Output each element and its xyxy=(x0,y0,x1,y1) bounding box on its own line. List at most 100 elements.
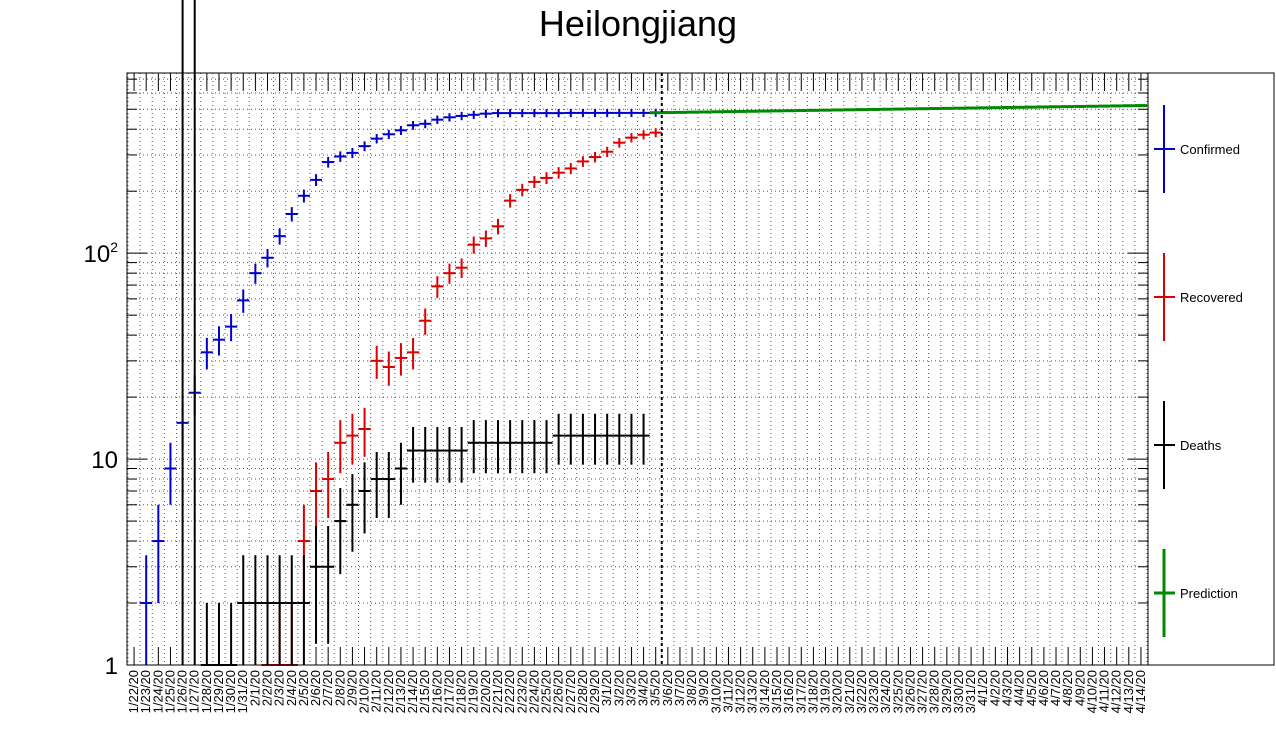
x-tick-label: 2/12/20 xyxy=(381,670,396,713)
x-tick-label: 2/23/20 xyxy=(514,670,529,713)
x-tick-label: 1/22/20 xyxy=(126,670,141,713)
x-tick-label: 4/9/20 xyxy=(1072,670,1087,706)
x-tick-label: 2/15/20 xyxy=(417,670,432,713)
x-tick-label: 2/1/20 xyxy=(247,670,262,706)
y-tick-label: 1 xyxy=(105,653,118,680)
x-tick-label: 2/17/20 xyxy=(441,670,456,713)
x-tick-label: 2/29/20 xyxy=(587,670,602,713)
series-recovered xyxy=(261,128,662,666)
x-tick-label: 4/11/20 xyxy=(1097,670,1112,712)
x-tick-label: 3/21/20 xyxy=(842,670,857,713)
x-tick-label: 2/28/20 xyxy=(575,670,590,713)
x-tick-label: 3/2/20 xyxy=(611,670,626,706)
x-tick-label: 3/5/20 xyxy=(648,670,663,706)
x-tick-label: 3/24/20 xyxy=(878,670,893,713)
x-tick-label: 3/28/20 xyxy=(927,670,942,713)
x-tick-label: 2/11/20 xyxy=(369,670,384,712)
series-prediction xyxy=(649,104,1147,115)
x-tick-label: 2/18/20 xyxy=(454,670,469,713)
x-tick-label: 2/14/20 xyxy=(405,670,420,713)
axis-ticks xyxy=(127,73,1148,666)
x-tick-label: 2/10/20 xyxy=(357,670,372,713)
x-tick-label: 1/28/20 xyxy=(199,670,214,713)
x-tick-label: 3/14/20 xyxy=(757,670,772,713)
legend-label: Deaths xyxy=(1180,438,1222,453)
x-tick-label: 1/30/20 xyxy=(223,670,238,713)
x-tick-label: 2/21/20 xyxy=(490,670,505,713)
grid xyxy=(127,73,1148,666)
x-tick-label: 3/23/20 xyxy=(866,670,881,713)
legend-label: Confirmed xyxy=(1180,142,1240,157)
series-deaths xyxy=(181,0,650,666)
x-tick-label: 2/5/20 xyxy=(296,670,311,706)
x-tick-label: 3/16/20 xyxy=(781,670,796,713)
x-tick-label: 1/31/20 xyxy=(235,670,250,713)
y-tick-label: 102 xyxy=(84,239,119,268)
x-tick-label: 3/9/20 xyxy=(696,670,711,706)
x-tick-label: 1/26/20 xyxy=(175,670,190,713)
x-tick-label: 3/13/20 xyxy=(745,670,760,713)
x-tick-label: 2/7/20 xyxy=(320,670,335,706)
legend-label: Recovered xyxy=(1180,290,1243,305)
legend-box xyxy=(1147,72,1275,666)
x-tick-label: 2/24/20 xyxy=(526,670,541,713)
x-tick-label: 2/20/20 xyxy=(478,670,493,713)
x-tick-label: 4/6/20 xyxy=(1036,670,1051,706)
y-tick-label: 10 xyxy=(91,447,118,474)
x-tick-label: 3/30/20 xyxy=(951,670,966,713)
x-tick-label: 2/19/20 xyxy=(466,670,481,713)
x-tick-label: 4/8/20 xyxy=(1060,670,1075,706)
series-layer xyxy=(140,0,1147,666)
x-tick-label: 4/7/20 xyxy=(1048,670,1063,706)
x-tick-label: 3/10/20 xyxy=(708,670,723,713)
x-tick-label: 2/8/20 xyxy=(332,670,347,706)
x-tick-label: 3/20/20 xyxy=(830,670,845,713)
x-tick-label: 1/24/20 xyxy=(150,670,165,713)
x-tick-label: 2/6/20 xyxy=(308,670,323,706)
x-tick-label: 2/13/20 xyxy=(393,670,408,713)
x-tick-label: 3/25/20 xyxy=(890,670,905,713)
x-tick-label: 2/4/20 xyxy=(284,670,299,706)
x-tick-label: 3/4/20 xyxy=(636,670,651,706)
x-tick-label: 1/29/20 xyxy=(211,670,226,713)
x-tick-label: 3/12/20 xyxy=(733,670,748,713)
x-tick-label: 3/15/20 xyxy=(769,670,784,713)
legend-entry-recovered: Recovered xyxy=(1154,253,1243,341)
legend-entry-deaths: Deaths xyxy=(1154,401,1222,489)
x-tick-label: 2/22/20 xyxy=(502,670,517,713)
x-tick-label: 4/2/20 xyxy=(987,670,1002,706)
legend-entry-confirmed: Confirmed xyxy=(1154,105,1240,193)
x-tick-label: 4/4/20 xyxy=(1012,670,1027,706)
x-tick-label: 2/26/20 xyxy=(551,670,566,713)
x-tick-label: 2/9/20 xyxy=(344,670,359,706)
x-tick-label: 1/27/20 xyxy=(187,670,202,713)
x-tick-label: 4/10/20 xyxy=(1084,670,1099,713)
x-tick-label: 2/16/20 xyxy=(429,670,444,713)
legend-label: Prediction xyxy=(1180,586,1238,601)
legend: Confirmed Recovered Deaths Prediction xyxy=(1147,72,1275,666)
x-tick-label: 3/3/20 xyxy=(623,670,638,706)
x-tick-label: 3/6/20 xyxy=(660,670,675,706)
series-confirmed xyxy=(140,108,662,665)
x-tick-label: 2/25/20 xyxy=(539,670,554,713)
x-tick-label: 3/19/20 xyxy=(818,670,833,713)
x-tick-label: 3/7/20 xyxy=(672,670,687,706)
x-tick-label: 1/23/20 xyxy=(138,670,153,713)
x-tick-label: 3/31/20 xyxy=(963,670,978,713)
chart-title: Heilongjiang xyxy=(539,3,737,44)
x-tick-label: 3/8/20 xyxy=(684,670,699,706)
x-tick-label: 3/18/20 xyxy=(805,670,820,713)
x-tick-label: 4/1/20 xyxy=(975,670,990,706)
legend-entry-prediction: Prediction xyxy=(1154,549,1238,637)
x-tick-label: 4/12/20 xyxy=(1109,670,1124,713)
x-tick-label: 4/14/20 xyxy=(1133,670,1148,713)
x-tick-label: 4/13/20 xyxy=(1121,670,1136,713)
x-tick-label: 2/27/20 xyxy=(563,670,578,713)
x-axis-labels: 1/22/201/23/201/24/201/25/201/26/201/27/… xyxy=(126,670,1148,713)
x-tick-label: 1/25/20 xyxy=(162,670,177,713)
x-tick-label: 3/26/20 xyxy=(902,670,917,713)
x-tick-label: 3/29/20 xyxy=(939,670,954,713)
x-tick-label: 3/1/20 xyxy=(599,670,614,706)
x-tick-label: 4/5/20 xyxy=(1024,670,1039,706)
